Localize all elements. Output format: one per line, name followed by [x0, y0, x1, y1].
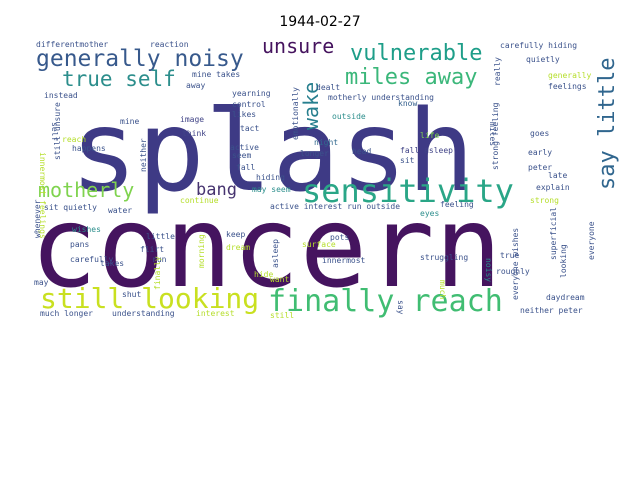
- word-little: little: [146, 232, 175, 241]
- word-reach: reach: [62, 135, 86, 144]
- word-dream: dream: [226, 243, 250, 252]
- word-morning: morning: [197, 234, 206, 268]
- word-wishes: wishes: [72, 225, 101, 234]
- word-fall: fall: [236, 163, 255, 172]
- word-longer: longer: [300, 149, 329, 158]
- word-may-seem: may seem: [252, 185, 291, 194]
- word-neither-peter: neither peter: [520, 306, 583, 315]
- word-feeling: feeling: [440, 200, 474, 209]
- word-away: away: [186, 81, 205, 90]
- word-finally: finally: [153, 256, 162, 290]
- word-mine: mine: [120, 117, 139, 126]
- word-motherly: motherly: [38, 178, 134, 202]
- word-flirt: flirt: [140, 245, 164, 254]
- word-water: water: [108, 206, 132, 215]
- word-vulnerable: vulnerable: [350, 41, 482, 66]
- word-goes: goes: [530, 129, 549, 138]
- word-strong: strong: [530, 196, 559, 205]
- word-asleep: asleep: [271, 239, 280, 268]
- word-noisy: noisy: [484, 258, 493, 282]
- word-really: really: [493, 57, 502, 86]
- word-may: may: [34, 278, 49, 287]
- word-hiding: hiding: [256, 173, 285, 182]
- word-much-longer: much longer: [40, 309, 93, 318]
- word-everyone: everyone: [587, 221, 596, 260]
- word-sit-quietly: sit quietly: [44, 203, 97, 212]
- word-true-self: true self: [62, 67, 176, 91]
- word-differentmother: differentmother: [36, 40, 108, 49]
- word-think: think: [182, 129, 206, 138]
- word-fall-asleep: fall asleep: [400, 146, 453, 155]
- word-early: early: [528, 148, 552, 157]
- word-peter: peter: [528, 163, 552, 172]
- word-feelings: feelings: [548, 82, 587, 91]
- word-mine-takes: mine takes: [192, 70, 240, 79]
- word-quietly: quietly: [526, 55, 560, 64]
- word-innermost: innermost: [322, 256, 366, 265]
- word-reaction: reaction: [150, 40, 189, 49]
- word-yearning: yearning: [232, 89, 271, 98]
- word-carefully-hiding: carefully hiding: [500, 41, 577, 50]
- word-generally: generally: [548, 71, 592, 80]
- word-unsure: unsure: [262, 34, 334, 58]
- word-seem: seem: [232, 151, 251, 160]
- word-interest: interest: [196, 309, 235, 318]
- word-pans: pans: [70, 240, 89, 249]
- word-keep: keep: [226, 230, 245, 239]
- word-image: image: [180, 115, 204, 124]
- word-life: life: [420, 131, 439, 140]
- word-dealt: dealt: [316, 83, 340, 92]
- word-still: still: [270, 311, 294, 320]
- word-active-interest-run-outside: active interest run outside: [270, 202, 400, 211]
- word-looking: looking: [559, 244, 568, 278]
- word-pots: pots: [330, 233, 349, 242]
- word-sit: sit: [400, 156, 415, 165]
- word-say-little: say little: [595, 58, 620, 190]
- word-tact: tact: [240, 124, 259, 133]
- word-still-unsure: still unsure: [53, 102, 62, 160]
- word-happens: happens: [72, 144, 106, 153]
- word-motherly-understanding: motherly understanding: [328, 93, 434, 102]
- word-likes: likes: [232, 110, 256, 119]
- word-instead: instead: [44, 91, 78, 100]
- word-continue: continue: [180, 196, 219, 205]
- word-night: night: [314, 138, 338, 147]
- word-strong-feeling: strong feeling: [491, 102, 500, 170]
- word-takes: takes: [100, 259, 124, 268]
- word-eyes: eyes: [420, 209, 439, 218]
- word-head: head: [352, 147, 371, 156]
- word-superficial: superficial: [549, 207, 558, 260]
- word-hide: hide: [254, 270, 273, 279]
- word-explain: explain: [536, 183, 570, 192]
- word-late: late: [548, 171, 567, 180]
- word-miles-away: miles away: [345, 65, 477, 90]
- word-struggling: struggling: [420, 253, 468, 262]
- word-emotionally: emotionally: [291, 87, 300, 140]
- word-much: much: [438, 280, 447, 299]
- word-neither: neither: [139, 138, 148, 172]
- word-daydream: daydream: [546, 293, 585, 302]
- word-whenever: whenever: [33, 199, 42, 238]
- word-everyone-wishes: everyone wishes: [511, 228, 520, 300]
- word-shut: shut: [122, 290, 141, 299]
- word-outside: outside: [332, 112, 366, 121]
- word-finally-reach: finally reach: [268, 284, 503, 319]
- word-say: say: [396, 300, 405, 315]
- word-control: control: [232, 100, 266, 109]
- word-understanding: understanding: [112, 309, 175, 318]
